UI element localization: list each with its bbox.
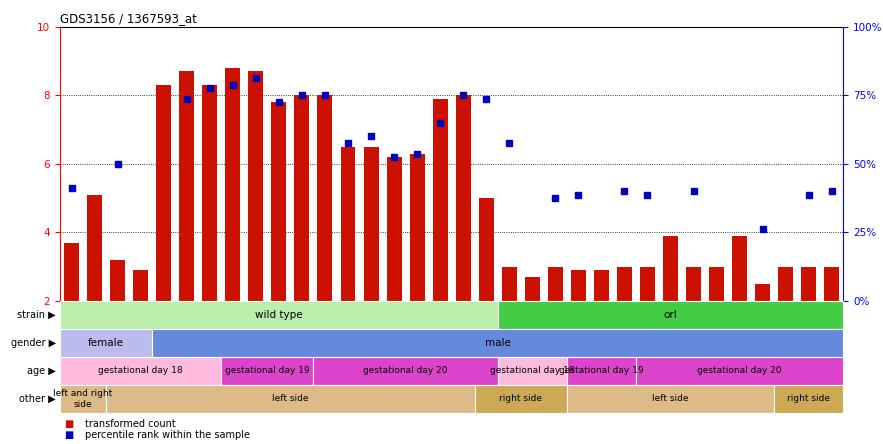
Text: ■: ■: [64, 419, 73, 429]
Text: orl: orl: [664, 310, 677, 320]
Text: age ▶: age ▶: [26, 366, 56, 376]
Bar: [824, 267, 839, 301]
Bar: [617, 267, 632, 301]
Bar: [64, 243, 79, 301]
Bar: [222, 357, 313, 385]
Bar: [498, 301, 843, 329]
Bar: [636, 357, 843, 385]
Bar: [225, 68, 240, 301]
Bar: [341, 147, 356, 301]
Bar: [318, 95, 332, 301]
Text: gestational day 20: gestational day 20: [363, 366, 448, 376]
Bar: [60, 357, 222, 385]
Bar: [732, 236, 747, 301]
Text: male: male: [485, 338, 510, 348]
Bar: [663, 236, 678, 301]
Bar: [364, 147, 379, 301]
Text: gestational day 20: gestational day 20: [698, 366, 781, 376]
Bar: [571, 270, 585, 301]
Text: right side: right side: [788, 394, 830, 404]
Bar: [456, 95, 471, 301]
Bar: [686, 267, 701, 301]
Text: gender ▶: gender ▶: [11, 338, 56, 348]
Bar: [475, 385, 567, 413]
Text: gestational day 18: gestational day 18: [98, 366, 183, 376]
Bar: [313, 357, 498, 385]
Text: female: female: [88, 338, 125, 348]
Bar: [202, 85, 217, 301]
Text: gestational day 19: gestational day 19: [559, 366, 644, 376]
Bar: [498, 357, 567, 385]
Text: other ▶: other ▶: [19, 394, 56, 404]
Bar: [87, 195, 102, 301]
Text: percentile rank within the sample: percentile rank within the sample: [85, 430, 250, 440]
Text: gestational day 18: gestational day 18: [490, 366, 575, 376]
Bar: [410, 154, 425, 301]
Bar: [387, 157, 402, 301]
Bar: [774, 385, 843, 413]
Bar: [294, 95, 309, 301]
Text: gestational day 19: gestational day 19: [225, 366, 310, 376]
Text: wild type: wild type: [255, 310, 303, 320]
Bar: [110, 260, 125, 301]
Text: GDS3156 / 1367593_at: GDS3156 / 1367593_at: [60, 12, 197, 25]
Bar: [133, 270, 148, 301]
Bar: [567, 385, 774, 413]
Bar: [152, 329, 843, 357]
Bar: [640, 267, 655, 301]
Bar: [60, 301, 498, 329]
Bar: [778, 267, 793, 301]
Bar: [755, 284, 770, 301]
Bar: [801, 267, 816, 301]
Bar: [567, 357, 636, 385]
Bar: [156, 85, 171, 301]
Bar: [248, 71, 263, 301]
Text: left side: left side: [272, 394, 309, 404]
Bar: [479, 198, 494, 301]
Bar: [60, 329, 152, 357]
Text: strain ▶: strain ▶: [17, 310, 56, 320]
Text: transformed count: transformed count: [85, 419, 176, 429]
Text: left and right
side: left and right side: [54, 389, 113, 408]
Text: ■: ■: [64, 430, 73, 440]
Bar: [594, 270, 609, 301]
Text: right side: right side: [499, 394, 542, 404]
Bar: [433, 99, 448, 301]
Text: left side: left side: [653, 394, 689, 404]
Bar: [60, 385, 106, 413]
Bar: [709, 267, 724, 301]
Bar: [271, 102, 286, 301]
Bar: [106, 385, 475, 413]
Bar: [547, 267, 562, 301]
Bar: [179, 71, 194, 301]
Bar: [502, 267, 517, 301]
Bar: [525, 277, 540, 301]
